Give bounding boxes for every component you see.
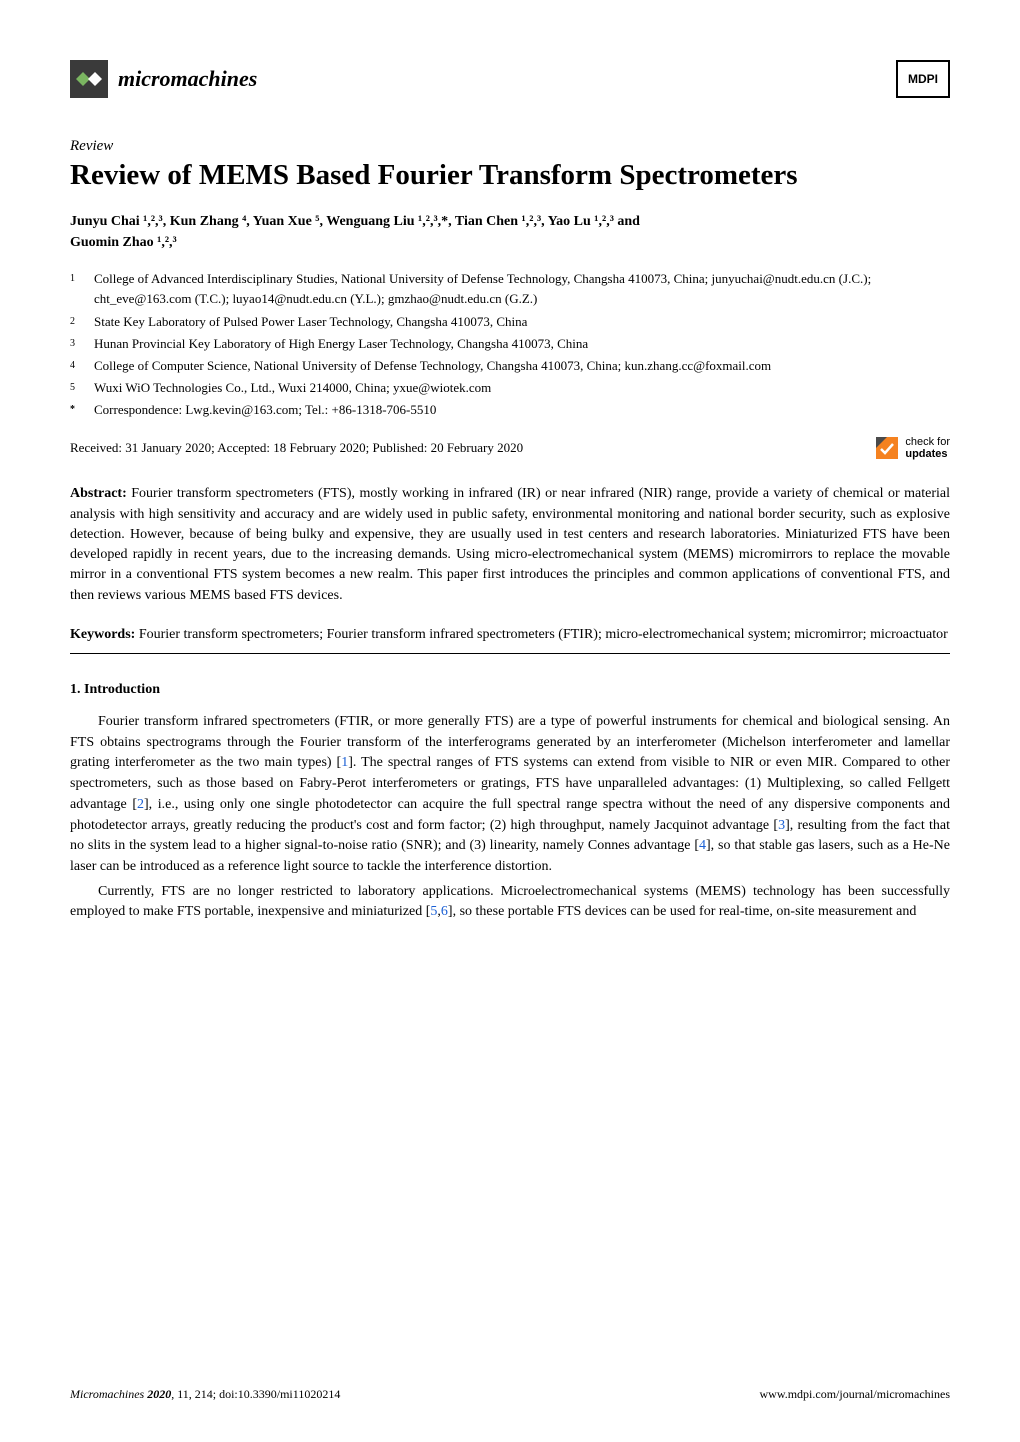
correspondence-marker: * (70, 402, 75, 418)
affiliation-number: 4 (70, 358, 75, 374)
footer-url: www.mdpi.com/journal/micromachines (759, 1387, 950, 1402)
check-updates-label: check for updates (905, 436, 950, 460)
abstract-label: Abstract: (70, 486, 127, 501)
section-heading: 1. Introduction (70, 682, 950, 698)
header-row: micromachines MDPI (70, 60, 950, 98)
footer-journal: Micromachines (70, 1387, 147, 1401)
keywords-block: Keywords: Fourier transform spectrometer… (70, 624, 950, 645)
authors-block: Junyu Chai ¹,²,³, Kun Zhang ⁴, Yuan Xue … (70, 211, 950, 253)
article-title: Review of MEMS Based Fourier Transform S… (70, 157, 950, 193)
affiliation-item: 1College of Advanced Interdisciplinary S… (94, 269, 950, 309)
affiliation-text: Hunan Provincial Key Laboratory of High … (94, 336, 588, 351)
journal-logo-icon (70, 60, 108, 98)
affiliation-text: Correspondence: Lwg.kevin@163.com; Tel.:… (94, 402, 436, 417)
abstract-text: Fourier transform spectrometers (FTS), m… (70, 486, 950, 602)
reference-link[interactable]: 6 (441, 904, 448, 919)
dates-row: Received: 31 January 2020; Accepted: 18 … (70, 434, 950, 462)
reference-link[interactable]: 3 (778, 818, 785, 833)
affiliation-text: College of Computer Science, National Un… (94, 358, 771, 373)
section-divider (70, 653, 950, 654)
affiliations-list: 1 College of Advanced Interdisciplinary S… (70, 269, 950, 420)
affiliation-text: State Key Laboratory of Pulsed Power Las… (94, 314, 527, 329)
affiliation-item: *Correspondence: Lwg.kevin@163.com; Tel.… (94, 400, 950, 420)
footer-citation: Micromachines 2020, 11, 214; doi:10.3390… (70, 1387, 340, 1402)
affiliation-item: 3Hunan Provincial Key Laboratory of High… (94, 334, 950, 354)
affiliation-number: 2 (70, 314, 75, 330)
affiliation-number: 5 (70, 380, 75, 396)
page-footer: Micromachines 2020, 11, 214; doi:10.3390… (70, 1387, 950, 1402)
body-text: Fourier transform infrared spectrometers… (70, 712, 950, 923)
check-updates-line-2: updates (905, 448, 947, 460)
keywords-text: Fourier transform spectrometers; Fourier… (135, 627, 948, 642)
affiliation-item: 5Wuxi WiO Technologies Co., Ltd., Wuxi 2… (94, 378, 950, 398)
paragraph-2: Currently, FTS are no longer restricted … (70, 882, 950, 923)
journal-logo-block: micromachines (70, 60, 257, 98)
authors-line-2: Guomin Zhao ¹,²,³ (70, 235, 177, 250)
reference-link[interactable]: 2 (137, 797, 144, 812)
publication-dates: Received: 31 January 2020; Accepted: 18 … (70, 440, 523, 456)
mdpi-logo: MDPI (896, 60, 950, 98)
affiliation-item: 4College of Computer Science, National U… (94, 356, 950, 376)
affiliation-text: College of Advanced Interdisciplinary St… (94, 271, 871, 306)
check-updates-line-1: check for (905, 436, 950, 448)
reference-link[interactable]: 4 (699, 838, 706, 853)
article-type: Review (70, 138, 950, 155)
paragraph-1: Fourier transform infrared spectrometers… (70, 712, 950, 878)
authors-line-1: Junyu Chai ¹,²,³, Kun Zhang ⁴, Yuan Xue … (70, 214, 640, 229)
affiliation-number: 1 (70, 271, 75, 287)
keywords-label: Keywords: (70, 627, 135, 642)
affiliation-number: 3 (70, 336, 75, 352)
text-span: ], so these portable FTS devices can be … (448, 904, 916, 919)
check-updates-icon (873, 434, 901, 462)
abstract-block: Abstract: Fourier transform spectrometer… (70, 484, 950, 606)
journal-name: micromachines (118, 66, 257, 92)
footer-doi: , 11, 214; doi:10.3390/mi11020214 (171, 1387, 340, 1401)
footer-year: 2020 (147, 1387, 171, 1401)
check-updates-badge[interactable]: check for updates (873, 434, 950, 462)
affiliation-text: Wuxi WiO Technologies Co., Ltd., Wuxi 21… (94, 380, 491, 395)
affiliation-item: 2State Key Laboratory of Pulsed Power La… (94, 312, 950, 332)
